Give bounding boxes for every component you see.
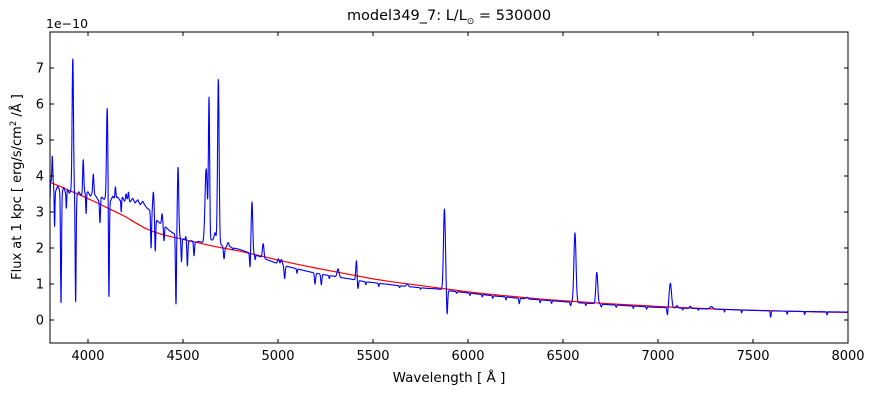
x-tick-label: 5500 xyxy=(356,349,389,364)
spectrum-line xyxy=(49,58,849,318)
x-tick-label: 7500 xyxy=(736,349,769,364)
y-axis-label-text: Flux at 1 kpc [ erg/s/cm xyxy=(10,126,26,280)
y-tick-label: 1 xyxy=(36,278,44,293)
y-axis-offset-label: 1e−10 xyxy=(46,16,89,31)
x-tick-label: 4000 xyxy=(71,349,104,364)
y-tick-label: 2 xyxy=(36,242,44,257)
x-tick-label: 7000 xyxy=(641,349,674,364)
y-axis-label-units: /Å ] xyxy=(10,94,26,121)
y-axis-label: Flux at 1 kpc [ erg/s/cm2 /Å ] xyxy=(9,94,25,280)
x-axis-label: Wavelength [ Å ] xyxy=(392,370,506,386)
y-tick-label: 4 xyxy=(36,170,44,185)
chart-title-value: = 530000 xyxy=(474,8,552,24)
x-tick-label: 8000 xyxy=(831,349,864,364)
y-tick-label: 6 xyxy=(36,98,44,113)
chart-title: model349_7: L/L⊙ = 530000 xyxy=(50,8,848,27)
x-tick-label: 6500 xyxy=(546,349,579,364)
chart-title-text: model349_7: L/L xyxy=(346,8,467,24)
y-tick-label: 0 xyxy=(36,314,44,329)
axes-frame xyxy=(49,31,849,344)
y-tick-label: 7 xyxy=(36,62,44,77)
continuum-line xyxy=(49,181,849,313)
y-tick-label: 5 xyxy=(36,134,44,149)
x-tick-label: 5000 xyxy=(261,349,294,364)
y-tick-label: 3 xyxy=(36,206,44,221)
y-axis-label-exponent: 2 xyxy=(8,120,19,127)
x-tick-label: 6000 xyxy=(451,349,484,364)
x-tick-label: 4500 xyxy=(166,349,199,364)
solar-symbol: ⊙ xyxy=(466,16,475,27)
